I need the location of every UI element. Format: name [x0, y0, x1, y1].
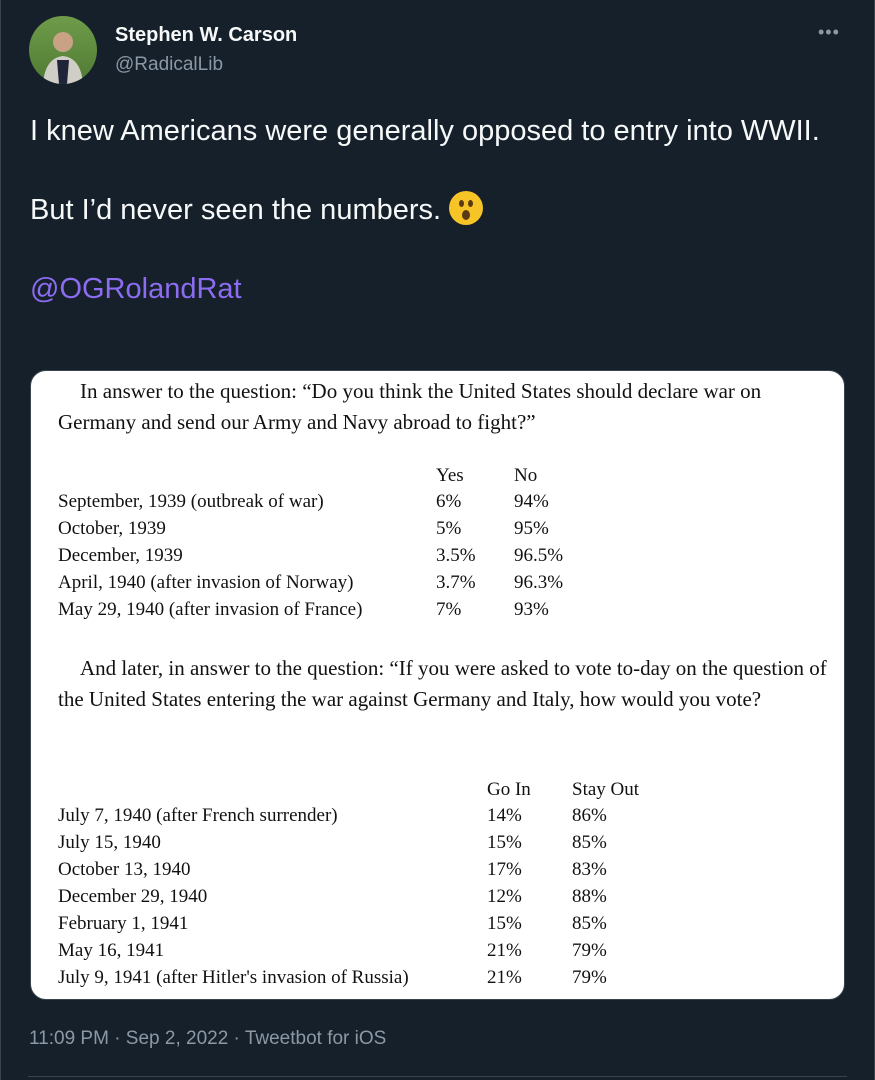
hushed-face-icon	[449, 191, 484, 225]
avatar-photo-icon	[43, 32, 83, 84]
col-a: 3.7%	[436, 572, 476, 593]
table-row: April, 1940 (after invasion of Norway) 3.…	[58, 572, 818, 599]
row-label: September, 1939 (outbreak of war)	[58, 491, 324, 512]
row-label: October, 1939	[58, 518, 166, 539]
col-b: 88%	[572, 886, 607, 907]
table-row: October 13, 1940 17% 83%	[58, 859, 818, 886]
table-row: December 29, 1940 12% 88%	[58, 886, 818, 913]
row-label: May 16, 1941	[58, 940, 165, 961]
col-a: Go In	[487, 779, 531, 800]
row-label: July 15, 1940	[58, 832, 161, 853]
row-label: July 9, 1941 (after Hitler's invasion of…	[58, 967, 409, 988]
more-options-icon[interactable]: •••	[818, 22, 840, 42]
table-row: October, 1939 5% 95%	[58, 518, 818, 545]
table-row: May 29, 1940 (after invasion of France) 7…	[58, 599, 818, 626]
col-a: 3.5%	[436, 545, 476, 566]
author-name[interactable]: Stephen W. Carson	[115, 24, 298, 46]
mention-link[interactable]: @OGRolandRat	[30, 273, 242, 305]
col-b: 94%	[514, 491, 549, 512]
table-row: July 7, 1940 (after French surrender) 14%…	[58, 805, 818, 832]
row-label: February 1, 1941	[58, 913, 189, 934]
col-a: 21%	[487, 967, 522, 988]
table-row: September, 1939 (outbreak of war) 6% 94%	[58, 491, 818, 518]
col-b: 79%	[572, 940, 607, 961]
avatar[interactable]	[29, 16, 97, 84]
tweet-text: I knew Americans were generally opposed …	[30, 112, 850, 309]
row-label: April, 1940 (after invasion of Norway)	[58, 572, 354, 593]
tweet-line-1: I knew Americans were generally opposed …	[30, 115, 820, 147]
col-b: 86%	[572, 805, 607, 826]
table-header: Go In Stay Out	[58, 779, 818, 806]
col-b: 83%	[572, 859, 607, 880]
col-b: Stay Out	[572, 779, 640, 800]
col-a: 12%	[487, 886, 522, 907]
row-label: May 29, 1940 (after invasion of France)	[58, 599, 363, 620]
border	[0, 0, 1, 1080]
row-label: December, 1939	[58, 545, 183, 566]
col-b: 79%	[572, 967, 607, 988]
tweet-image[interactable]: In answer to the question: “Do you think…	[30, 370, 845, 1000]
col-b: 93%	[514, 599, 549, 620]
divider	[28, 1076, 847, 1077]
col-a: Yes	[436, 465, 464, 486]
col-a: 5%	[436, 518, 462, 539]
question-2: And later, in answer to the question: “I…	[58, 656, 827, 711]
row-label: October 13, 1940	[58, 859, 191, 880]
question-1: In answer to the question: “Do you think…	[58, 379, 762, 434]
col-b: 85%	[572, 832, 607, 853]
tweet-line-2: But I’d never seen the numbers.	[30, 194, 442, 226]
col-b: 96.5%	[514, 545, 564, 566]
col-a: 7%	[436, 599, 462, 620]
row-label: July 7, 1940 (after French surrender)	[58, 805, 338, 826]
table-row: February 1, 1941 15% 85%	[58, 913, 818, 940]
col-b: 95%	[514, 518, 549, 539]
col-a: 15%	[487, 832, 522, 853]
col-a: 14%	[487, 805, 522, 826]
table-row: May 16, 1941 21% 79%	[58, 940, 818, 967]
col-b: No	[514, 465, 538, 486]
table-row: July 9, 1941 (after Hitler's invasion of…	[58, 967, 818, 994]
table-header: Yes No	[58, 465, 818, 492]
col-a: 6%	[436, 491, 462, 512]
col-a: 17%	[487, 859, 522, 880]
author-handle[interactable]: @RadicalLib	[115, 54, 224, 75]
col-b: 85%	[572, 913, 607, 934]
col-a: 21%	[487, 940, 522, 961]
col-a: 15%	[487, 913, 522, 934]
table-row: December, 1939 3.5% 96.5%	[58, 545, 818, 572]
table-row: July 15, 1940 15% 85%	[58, 832, 818, 859]
row-label: December 29, 1940	[58, 886, 208, 907]
tweet-meta: 11:09 PM · Sep 2, 2022 · Tweetbot for iO…	[29, 1028, 387, 1049]
col-b: 96.3%	[514, 572, 564, 593]
